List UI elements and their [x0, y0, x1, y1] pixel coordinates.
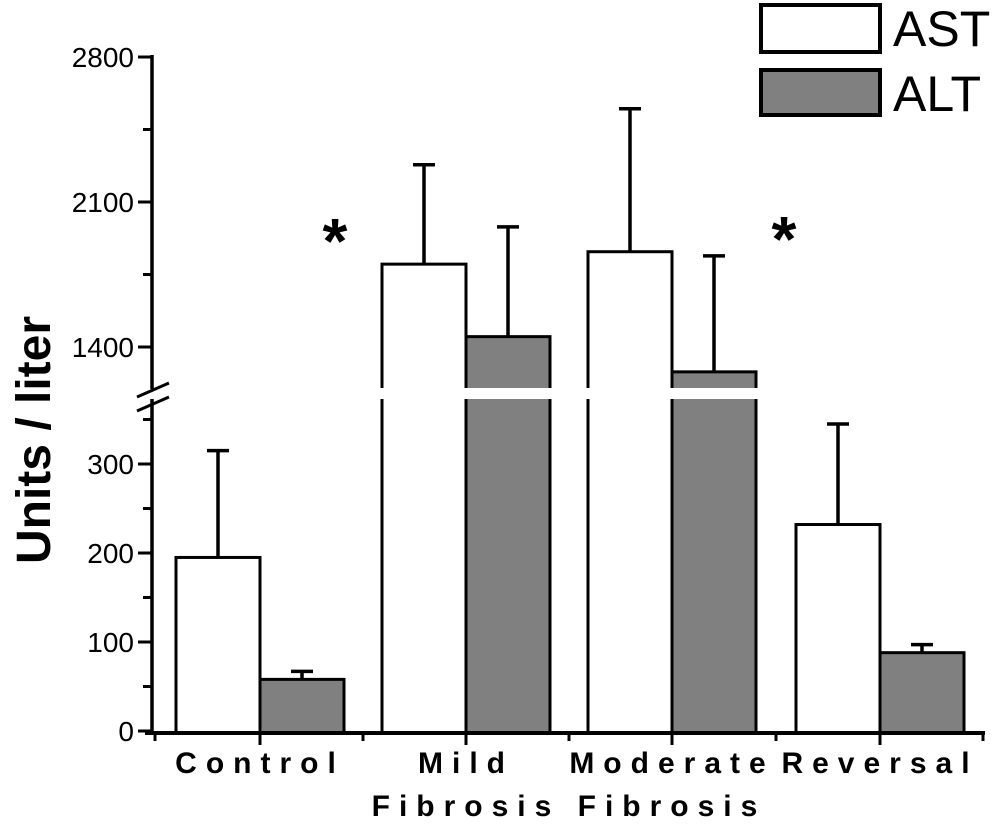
y-tick-label: 300: [87, 449, 134, 480]
y-tick-label: 0: [118, 716, 134, 747]
significance-asterisk: *: [772, 203, 797, 275]
legend-label-ast: AST: [893, 1, 990, 57]
bar-alt-control: [258, 677, 346, 735]
x-category-label-mild-fibrosis: Fibrosis: [372, 790, 561, 823]
bar-alt-moderate-fibrosis: [670, 370, 758, 735]
y-tick-label: 2800: [72, 42, 134, 73]
bar-ast-reversal: [794, 523, 882, 735]
legend-swatch-alt: [759, 68, 882, 117]
legend-swatch-ast: [759, 3, 882, 54]
x-category-label-moderate-fibrosis: Moderate: [569, 747, 774, 780]
bar-alt-mild-fibrosis: [464, 335, 552, 735]
y-tick-label: 100: [87, 627, 134, 658]
axis-break-gap: [463, 388, 553, 399]
x-category-label-moderate-fibrosis: Fibrosis: [578, 790, 767, 823]
x-category-label-control: Control: [175, 747, 345, 780]
legend-label-alt: ALT: [893, 66, 981, 122]
significance-asterisk: *: [323, 205, 348, 277]
bar-ast-moderate-fibrosis: [586, 250, 674, 735]
bar-alt-reversal: [878, 651, 966, 735]
x-category-label-mild-fibrosis: Mild: [418, 747, 514, 780]
y-tick-label: 1400: [72, 332, 134, 363]
axis-break-gap: [585, 388, 675, 399]
y-axis-title: Units / liter: [8, 316, 61, 564]
bar-ast-mild-fibrosis: [380, 262, 468, 735]
y-tick-label: 200: [87, 538, 134, 569]
axis-break-gap: [669, 388, 759, 399]
y-tick-label: 2100: [72, 187, 134, 218]
axis-break-slash: [136, 395, 170, 413]
x-category-label-reversal: Reversal: [781, 747, 978, 780]
axis-break-slash: [136, 381, 170, 399]
axis-break-gap: [379, 388, 469, 399]
bar-ast-control: [174, 555, 262, 735]
